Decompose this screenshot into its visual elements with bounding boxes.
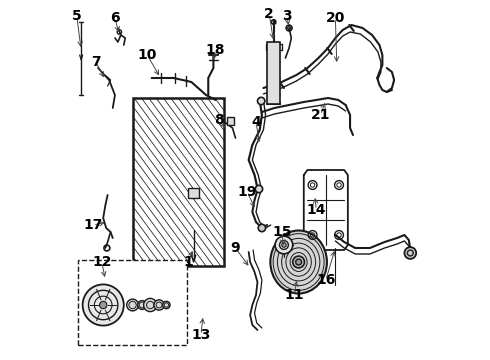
Text: 6: 6 xyxy=(110,11,120,25)
Text: 13: 13 xyxy=(191,328,211,342)
Text: 12: 12 xyxy=(92,255,112,269)
Text: 11: 11 xyxy=(285,288,304,302)
Circle shape xyxy=(293,256,304,268)
Bar xyxy=(227,117,234,125)
Circle shape xyxy=(282,243,286,247)
Text: 2: 2 xyxy=(265,7,274,21)
Text: 8: 8 xyxy=(215,113,224,127)
Bar xyxy=(78,260,187,345)
Text: 21: 21 xyxy=(311,108,330,122)
Text: 1: 1 xyxy=(184,255,193,269)
Circle shape xyxy=(257,97,265,105)
Bar xyxy=(267,42,280,104)
Ellipse shape xyxy=(270,230,327,293)
Bar xyxy=(189,188,199,198)
Circle shape xyxy=(83,284,124,325)
Text: 17: 17 xyxy=(83,218,102,232)
Circle shape xyxy=(295,259,301,265)
Circle shape xyxy=(258,224,266,232)
Text: 5: 5 xyxy=(72,9,82,23)
Circle shape xyxy=(163,301,170,309)
Text: 16: 16 xyxy=(316,273,336,287)
Circle shape xyxy=(138,301,147,309)
Text: 15: 15 xyxy=(272,225,292,239)
Text: 14: 14 xyxy=(307,203,326,217)
Text: 3: 3 xyxy=(282,9,292,23)
Text: 19: 19 xyxy=(238,185,257,199)
Text: 20: 20 xyxy=(326,11,345,25)
Text: 18: 18 xyxy=(206,43,225,57)
Text: 4: 4 xyxy=(251,115,261,129)
Bar xyxy=(133,98,224,266)
Circle shape xyxy=(154,300,164,310)
Circle shape xyxy=(255,185,263,193)
Circle shape xyxy=(404,247,416,259)
Circle shape xyxy=(144,298,157,312)
Circle shape xyxy=(99,301,107,309)
Text: 10: 10 xyxy=(138,48,157,62)
Text: 9: 9 xyxy=(231,241,240,255)
Circle shape xyxy=(127,299,139,311)
Circle shape xyxy=(275,236,293,254)
Text: 7: 7 xyxy=(91,55,100,69)
